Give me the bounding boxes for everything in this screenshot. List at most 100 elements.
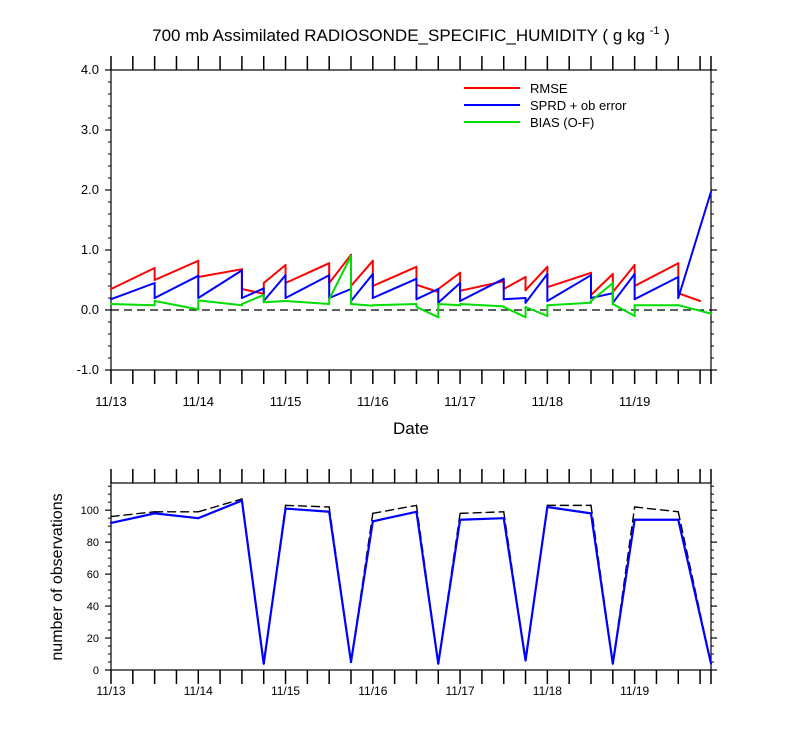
observations-assimilated-segment xyxy=(458,517,505,521)
rmse-segment xyxy=(284,262,331,284)
bias-segment xyxy=(240,294,265,305)
sprd-ob-error-segment xyxy=(611,273,636,304)
observations-total-segment xyxy=(284,504,330,508)
x-tick-label: 11/13 xyxy=(96,684,125,698)
top-panel: -1.0 0.0 1.0 2.0 3.0 4.0 11/13 11/14 11/15 11/16… xyxy=(77,56,717,438)
y-tick-label: 80 xyxy=(87,537,99,549)
bias-segment xyxy=(153,300,200,311)
x-tick-label: 11/15 xyxy=(270,394,302,409)
y-tick-label: 3.0 xyxy=(81,122,99,137)
observations-assimilated-segment xyxy=(371,510,418,523)
top-x-axis-label: Date xyxy=(393,419,429,438)
sprd-ob-error-segment xyxy=(677,190,712,299)
legend: RMSE SPRD + ob error BIAS (O-F) xyxy=(464,81,627,130)
rmse-segment xyxy=(240,288,265,295)
top-plot-frame xyxy=(110,69,712,371)
bias-segment xyxy=(546,301,592,307)
x-tick-label: 11/18 xyxy=(533,684,562,698)
bias-segment xyxy=(415,306,440,319)
bottom-y-axis-label: number of observations xyxy=(49,493,66,660)
rmse-segment xyxy=(153,259,200,281)
sprd-ob-error-segment xyxy=(153,274,200,299)
bias-segment xyxy=(110,303,156,307)
top-series xyxy=(110,190,712,319)
x-tick-label: 11/16 xyxy=(358,684,387,698)
bottom-y-axis: 0 20 40 60 80 100 xyxy=(81,505,717,677)
sprd-ob-error-segment xyxy=(240,287,265,299)
observations-total-segment xyxy=(197,498,243,513)
rmse-segment xyxy=(677,292,702,302)
bias-segment xyxy=(437,303,462,307)
top-x-axis: 11/13 11/14 11/15 11/16 11/17 11/18 11/19 xyxy=(95,56,712,409)
bias-segment xyxy=(677,304,712,315)
sprd-ob-error-segment xyxy=(415,288,440,301)
bias-segment xyxy=(350,303,374,307)
y-tick-label: 4.0 xyxy=(81,62,99,77)
observations-assimilated-segment xyxy=(677,518,713,665)
rmse-segment xyxy=(524,265,549,292)
sprd-ob-error-segment xyxy=(546,274,592,302)
y-tick-label: 0.0 xyxy=(81,302,99,317)
bias-segment xyxy=(371,303,418,307)
rmse-segment xyxy=(262,264,287,284)
rmse-segment xyxy=(437,271,462,290)
observations-assimilated-segment xyxy=(611,518,636,665)
observations-assimilated-segment xyxy=(262,507,287,665)
series-bias xyxy=(110,255,712,319)
series-observations-assimilated xyxy=(109,499,713,665)
rmse-segment xyxy=(328,253,352,284)
chart-title: 700 mb Assimilated RADIOSONDE_SPECIFIC_H… xyxy=(152,19,670,45)
rmse-segment xyxy=(633,262,680,287)
bottom-x-axis: 11/13 11/14 11/15 11/16 11/17 11/18 11/19 xyxy=(96,469,712,698)
rmse-segment xyxy=(197,268,243,278)
bias-segment xyxy=(590,282,614,302)
y-tick-label: 100 xyxy=(81,505,99,517)
observations-assimilated-segment xyxy=(349,520,374,664)
bias-segment xyxy=(502,306,527,319)
series-observations-total xyxy=(110,498,712,665)
bottom-minor-ticks xyxy=(108,485,714,663)
y-tick-label: 1.0 xyxy=(81,242,99,257)
bottom-series xyxy=(109,498,713,665)
observations-assimilated-segment xyxy=(328,510,353,664)
y-tick-label: 20 xyxy=(87,633,99,645)
series-sprd-ob-error xyxy=(110,190,712,304)
x-tick-label: 11/17 xyxy=(444,394,476,409)
y-tick-label: 0 xyxy=(93,665,99,677)
observations-assimilated-segment xyxy=(109,512,156,525)
bias-segment xyxy=(328,255,352,301)
sprd-ob-error-segment xyxy=(502,297,527,301)
observations-assimilated-segment xyxy=(240,499,265,665)
observations-assimilated-segment xyxy=(284,507,331,513)
chart-title-main: 700 mb Assimilated RADIOSONDE_SPECIFIC_H… xyxy=(152,26,645,45)
x-tick-label: 11/14 xyxy=(184,684,213,698)
chart-title-superscript: -1 xyxy=(650,25,660,37)
observations-assimilated-segment xyxy=(197,499,244,520)
x-tick-label: 11/14 xyxy=(182,394,214,409)
sprd-ob-error-segment xyxy=(633,276,680,301)
y-tick-label: 40 xyxy=(87,601,99,613)
sprd-ob-error-segment xyxy=(459,277,505,302)
x-tick-label: 11/13 xyxy=(95,394,127,409)
observations-total-segment xyxy=(633,506,679,513)
chart-title-end: ) xyxy=(664,26,670,45)
x-tick-label: 11/18 xyxy=(532,394,564,409)
observations-assimilated-segment xyxy=(524,505,549,662)
bias-segment xyxy=(459,303,505,308)
bias-segment xyxy=(524,306,549,317)
observations-assimilated-segment xyxy=(502,517,527,662)
sprd-ob-error-segment xyxy=(262,274,287,302)
y-tick-label: 60 xyxy=(87,569,99,581)
rmse-segment xyxy=(546,271,592,289)
rmse-segment xyxy=(110,267,156,290)
sprd-ob-error-segment xyxy=(197,269,243,299)
y-tick-label: 2.0 xyxy=(81,182,99,197)
observations-assimilated-segment xyxy=(589,512,614,665)
rmse-segment xyxy=(371,265,418,287)
legend-label-rmse: RMSE xyxy=(530,81,568,96)
sprd-ob-error-segment xyxy=(350,273,374,302)
observations-total-segment xyxy=(459,511,505,515)
x-tick-label: 11/16 xyxy=(357,394,389,409)
